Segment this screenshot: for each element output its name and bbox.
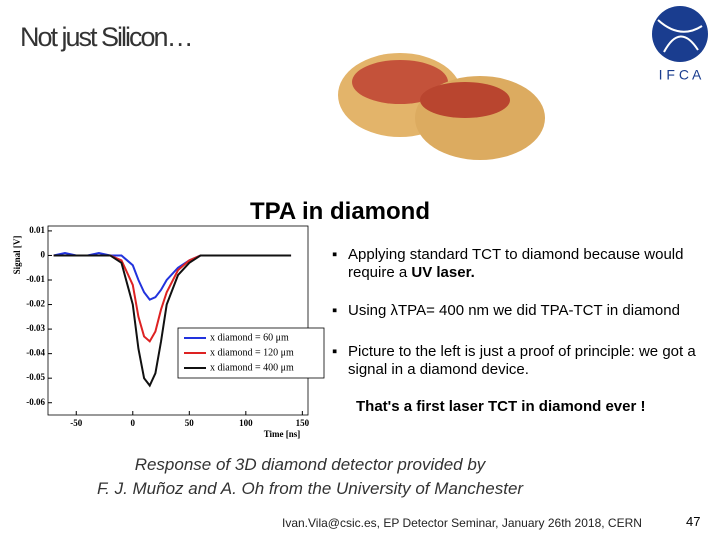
y-tick-label: -0.06 xyxy=(26,397,45,407)
plot-frame xyxy=(47,225,309,416)
x-axis-label: Time [ns] xyxy=(264,429,301,439)
caption: Response of 3D diamond detector provided… xyxy=(0,453,620,501)
y-tick-label: 0 xyxy=(41,250,46,260)
y-axis-label: Signal [V] xyxy=(12,236,22,275)
bullet-text: Picture to the left is just a proof of p… xyxy=(348,343,696,378)
series-line xyxy=(53,251,292,301)
bullet-text: Using λTPA= 400 nm we did TPA-TCT in dia… xyxy=(348,302,680,319)
series-line xyxy=(53,254,292,388)
x-tick-label: 150 xyxy=(296,418,310,428)
logo-lines xyxy=(657,19,703,53)
footer: Ivan.Vila@csic.es, EP Detector Seminar, … xyxy=(282,516,642,530)
logo-circle xyxy=(652,6,708,62)
section-title: TPA in diamond xyxy=(250,198,430,225)
x-tick-label: -50 xyxy=(70,418,82,428)
pastry-image xyxy=(338,53,545,160)
page-number: 47 xyxy=(686,514,701,529)
chart: 0.01 0 -0.01 -0.02 -0.03 -0.04 -0.05 -0.06 -50 0 5… xyxy=(12,225,325,439)
y-tick-label: -0.03 xyxy=(26,323,45,333)
slide-title: Not just Silicon… xyxy=(20,22,194,52)
bullet: Applying standard TCT to diamond because… xyxy=(332,246,698,282)
logo-text: I F C A xyxy=(659,67,702,83)
caption-line: F. J. Muñoz and A. Oh from the Universit… xyxy=(96,479,524,498)
bullet: Using λTPA= 400 nm we did TPA-TCT in dia… xyxy=(332,302,698,320)
y-tick-label: -0.04 xyxy=(26,348,45,358)
y-tick-label: -0.05 xyxy=(26,372,45,382)
highlight: That's a first laser TCT in diamond ever… xyxy=(356,398,646,415)
logo: I F C A xyxy=(652,6,708,83)
legend-label: x diamond = 400 μm xyxy=(210,362,294,373)
legend-label: x diamond = 120 μm xyxy=(210,347,294,358)
caption-line: Response of 3D diamond detector provided… xyxy=(134,455,486,474)
x-tick-label: 100 xyxy=(239,418,253,428)
y-tick-label: -0.02 xyxy=(26,299,45,309)
x-tick-label: 50 xyxy=(185,418,195,428)
x-tick-label: 0 xyxy=(131,418,136,428)
filling xyxy=(420,82,510,118)
legend-label: x diamond = 60 μm xyxy=(210,332,289,343)
bullet-bold: UV laser. xyxy=(411,264,475,281)
y-tick-label: -0.01 xyxy=(26,274,45,284)
y-tick-label: 0.01 xyxy=(29,225,45,235)
bullet: Picture to the left is just a proof of p… xyxy=(332,343,698,379)
bullet-text: Applying standard TCT to diamond because… xyxy=(348,246,684,281)
